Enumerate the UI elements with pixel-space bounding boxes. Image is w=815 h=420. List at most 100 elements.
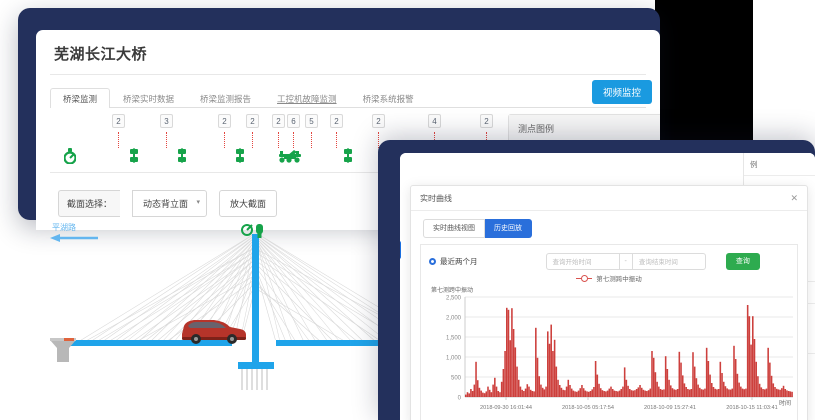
chart-bar (475, 361, 477, 397)
sensor-count-badge[interactable]: 2 (218, 114, 231, 128)
sensor-count-badge[interactable]: 2 (112, 114, 125, 128)
x-tick-label: 2018-09-30 16:01:44 (480, 405, 532, 411)
chart-bar (577, 390, 580, 397)
tab-0[interactable]: 桥梁监测 (50, 87, 111, 108)
truck-sensor-icon[interactable] (278, 148, 304, 169)
x-tick-label: 2018-10-09 15:27:41 (644, 405, 696, 411)
bridge-tower (252, 234, 259, 362)
chart-bar (681, 375, 684, 397)
chart-bar (497, 391, 500, 397)
chart-bar (683, 383, 686, 397)
chart-bar (594, 361, 597, 397)
displacement-sensor-icon[interactable] (128, 148, 140, 169)
chart-bar (529, 389, 532, 397)
close-icon[interactable]: ✕ (790, 192, 798, 203)
chart-bar (757, 376, 759, 397)
chart-bar (629, 389, 631, 397)
sensor-count-badge[interactable]: 2 (480, 114, 493, 128)
sensor-count-badge[interactable]: 2 (330, 114, 343, 128)
section-selector-dropdown[interactable]: 动态背立面 ▾ (132, 190, 208, 217)
chart-bar (775, 388, 778, 397)
recent-two-months-radio[interactable]: 最近两个月 (429, 256, 478, 267)
modal-tab-1[interactable]: 历史回放 (485, 219, 532, 238)
main-tabbar: 桥梁监测 桥梁实时数据 桥梁监测报告 工控机故障监测 桥梁系统报警 视频监控 (50, 80, 652, 109)
video-surveillance-button[interactable]: 视频监控 (591, 80, 652, 104)
chart-bar (584, 390, 587, 397)
chart-bar (470, 389, 472, 397)
chart-bar (521, 389, 523, 397)
chart-bar (781, 388, 783, 397)
sensor-count-badge[interactable]: 2 (272, 114, 285, 128)
chart-bar (740, 386, 742, 397)
tab-1[interactable]: 桥梁实时数据 (110, 88, 187, 109)
gauge-sensor-icon[interactable] (63, 148, 77, 169)
end-date-input[interactable]: 查询结束时间 (631, 253, 706, 270)
y-tick-label: 1,500 (446, 336, 462, 342)
sensor-tick-line (166, 132, 167, 148)
chart-bar (476, 380, 479, 397)
bridge-abutment (50, 338, 76, 362)
chart-bar (613, 390, 616, 397)
sensor-tick-line (252, 132, 253, 148)
chart-bar (480, 390, 482, 397)
modal-tab-0[interactable]: 实时曲线视图 (423, 219, 485, 238)
chart-bar (763, 389, 766, 397)
chart-bar (581, 385, 583, 397)
pile-group (241, 369, 268, 390)
chart-bar (717, 389, 720, 397)
zoom-section-button[interactable]: 放大截面 (219, 190, 278, 217)
start-date-input[interactable]: 查询开始时间 (545, 253, 620, 270)
sensor-count-badge[interactable]: 5 (305, 114, 318, 128)
chart-bar (721, 373, 723, 397)
sensor-tick-line (311, 132, 312, 148)
sensor-count-badge[interactable]: 4 (428, 114, 441, 128)
chart-bar (661, 389, 664, 397)
chart-bar (506, 307, 508, 397)
chart-bar (627, 385, 629, 397)
chart-bar (663, 389, 665, 397)
chart-bar (704, 388, 706, 397)
chart-bar (659, 389, 662, 397)
chart-bar (738, 382, 740, 397)
tab-2[interactable]: 桥梁监测报告 (187, 88, 264, 109)
sensor-count-badge[interactable]: 3 (160, 114, 173, 128)
chart-bar (728, 389, 730, 397)
filter-row: 最近两个月 查询开始时间 - 查询结束时间 查询 (421, 245, 797, 270)
search-button[interactable]: 查询 (725, 253, 760, 270)
chart-bar (640, 387, 643, 397)
chart-bar (712, 387, 715, 397)
displacement-sensor-icon[interactable] (234, 148, 246, 169)
tab-3[interactable]: 工控机故障监测 (264, 88, 350, 109)
chart-bar (748, 316, 751, 397)
chart-bar (697, 384, 699, 397)
chart-bar (514, 347, 517, 397)
displacement-sensor-icon[interactable] (342, 148, 354, 169)
chart-bar (755, 361, 757, 397)
chart-bar (711, 383, 713, 397)
displacement-sensor-icon[interactable] (176, 148, 188, 169)
chart-bar (572, 390, 575, 397)
secondary-window-frame: 例 温度 （9） 对比分析 对比分析 测点列表 (378, 140, 815, 420)
sensor-count-badge[interactable]: 2 (372, 114, 385, 128)
chart-bar (671, 388, 674, 397)
y-tick-label: 2,000 (446, 316, 462, 322)
chart-legend[interactable]: 第七测跨中振动 (421, 273, 797, 283)
chart-bar (601, 390, 604, 397)
chart-bar (579, 388, 582, 397)
chart-bar (562, 389, 564, 397)
sensor-count-badge[interactable]: 6 (287, 114, 300, 128)
chart-bar (705, 347, 708, 397)
chart-bar (786, 390, 788, 397)
side-accent-chip (400, 241, 401, 259)
chart-bar (499, 392, 501, 397)
tab-4[interactable]: 桥梁系统报警 (350, 88, 427, 109)
radio-dot-icon (429, 258, 436, 265)
chart-bar (586, 391, 588, 397)
chart-bar (741, 388, 744, 397)
sensor-count-badge[interactable]: 2 (246, 114, 259, 128)
chart-bar (692, 352, 694, 397)
chart-bar (591, 389, 593, 397)
chart-bar (490, 392, 493, 397)
chart-bar (736, 373, 739, 397)
